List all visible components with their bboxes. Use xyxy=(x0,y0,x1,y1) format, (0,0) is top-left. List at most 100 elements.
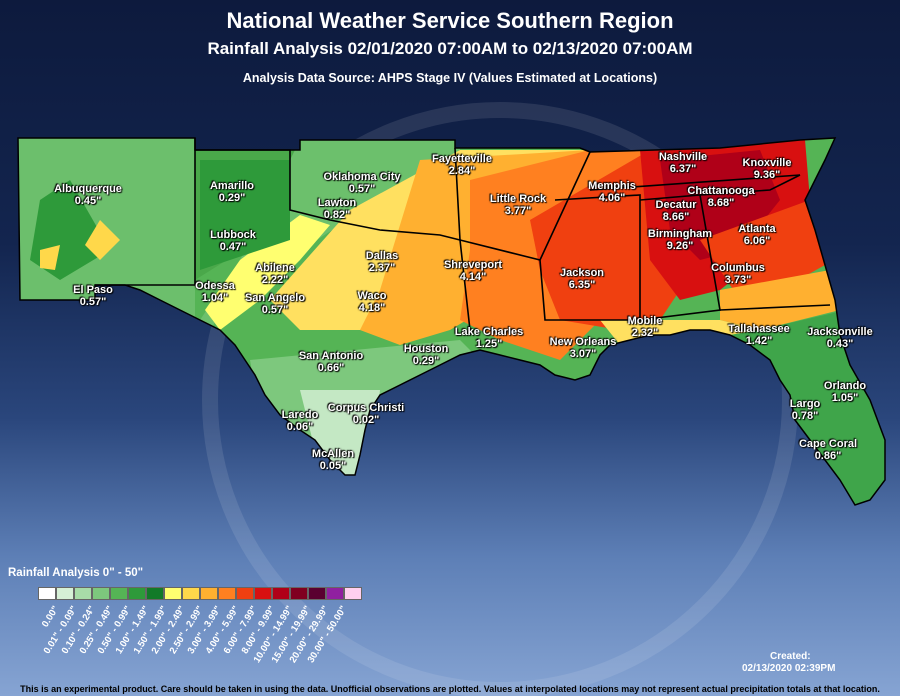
city-label: Orlando 1.05" xyxy=(800,380,890,404)
city-label: San Angelo 0.57" xyxy=(230,292,320,316)
disclaimer: This is an experimental product. Care sh… xyxy=(20,684,880,694)
city-name: Decatur xyxy=(655,199,697,211)
city-rainfall-value: 3.07" xyxy=(569,348,597,360)
city-rainfall-value: 1.42" xyxy=(745,335,773,347)
city-name: Jacksonville xyxy=(807,326,873,338)
city-name: Tallahassee xyxy=(728,323,790,335)
legend-swatch xyxy=(110,587,128,600)
city-label: Jackson 6.35" xyxy=(537,267,627,291)
created-label: Created: xyxy=(770,651,811,662)
city-label: El Paso 0.57" xyxy=(48,284,138,308)
city-label: McAllen 0.05" xyxy=(288,448,378,472)
data-source: Analysis Data Source: AHPS Stage IV (Val… xyxy=(242,71,658,85)
city-rainfall-value: 3.77" xyxy=(504,205,532,217)
city-name: New Orleans xyxy=(549,336,617,348)
city-rainfall-value: 0.82" xyxy=(323,209,351,221)
state-borders xyxy=(95,138,831,331)
city-rainfall-value: 9.26" xyxy=(666,240,694,252)
city-name: Houston xyxy=(403,343,449,355)
city-rainfall-value: 0.45" xyxy=(74,195,102,207)
city-name: Columbus xyxy=(711,262,765,274)
created-date: 02/13/2020 02:39PM xyxy=(742,663,836,674)
city-name: Largo xyxy=(789,398,821,410)
city-label: Lawton 0.82" xyxy=(292,197,382,221)
city-name: Lawton xyxy=(317,197,357,209)
city-rainfall-value: 9.36" xyxy=(753,169,781,181)
city-label: San Antonio 0.66" xyxy=(286,350,376,374)
city-rainfall-value: 4.18" xyxy=(358,302,386,314)
legend-swatch xyxy=(146,587,164,600)
legend-swatch xyxy=(38,587,56,600)
legend-swatch xyxy=(164,587,182,600)
city-name: Memphis xyxy=(588,180,636,192)
city-rainfall-value: 2.22" xyxy=(261,274,289,286)
city-label: Lubbock 0.47" xyxy=(188,229,278,253)
city-name: Orlando xyxy=(823,380,867,392)
city-rainfall-value: 0.47" xyxy=(219,241,247,253)
city-name: Abilene xyxy=(255,262,295,274)
city-name: Oklahoma City xyxy=(323,171,401,183)
city-name: Birmingham xyxy=(647,228,713,240)
city-name: Shreveport xyxy=(443,259,503,271)
city-name: Laredo xyxy=(281,409,319,421)
city-rainfall-value: 1.04" xyxy=(201,292,229,304)
city-rainfall-value: 4.06" xyxy=(598,192,626,204)
city-label: Abilene 2.22" xyxy=(230,262,320,286)
city-name: Little Rock xyxy=(489,193,547,205)
legend-swatch xyxy=(326,587,344,600)
city-label: Mobile 2.32" xyxy=(600,315,690,339)
legend-swatch xyxy=(308,587,326,600)
legend-swatch xyxy=(200,587,218,600)
city-rainfall-value: 6.06" xyxy=(743,235,771,247)
city-label: Corpus Christi 0.02" xyxy=(321,402,411,426)
legend-swatch xyxy=(182,587,200,600)
city-label: Columbus 3.73" xyxy=(693,262,783,286)
city-name: Fayetteville xyxy=(432,153,492,165)
city-rainfall-value: 0.78" xyxy=(791,410,819,422)
city-label: Knoxville 9.36" xyxy=(722,157,812,181)
city-name: San Antonio xyxy=(298,350,364,362)
city-rainfall-value: 0.06" xyxy=(286,421,314,433)
city-name: Cape Coral xyxy=(798,438,858,450)
legend-swatch xyxy=(74,587,92,600)
city-name: Corpus Christi xyxy=(327,402,405,414)
city-label: Oklahoma City 0.57" xyxy=(317,171,407,195)
legend-swatch xyxy=(290,587,308,600)
city-name: Amarillo xyxy=(209,180,254,192)
city-label: New Orleans 3.07" xyxy=(538,336,628,360)
city-rainfall-value: 0.86" xyxy=(814,450,842,462)
city-rainfall-value: 0.29" xyxy=(412,355,440,367)
city-rainfall-value: 0.43" xyxy=(826,338,854,350)
city-name: Lubbock xyxy=(210,229,256,241)
legend-swatch xyxy=(236,587,254,600)
map-subtitle: Rainfall Analysis 02/01/2020 07:00AM to … xyxy=(207,39,693,58)
city-name: McAllen xyxy=(311,448,355,460)
city-label: Odessa 1.04" xyxy=(170,280,260,304)
city-name: Dallas xyxy=(365,250,399,262)
city-label: Albuquerque 0.45" xyxy=(43,183,133,207)
region-outline xyxy=(17,137,886,506)
city-rainfall-value: 0.57" xyxy=(261,304,289,316)
city-label: Fayetteville 2.84" xyxy=(417,153,507,177)
city-label: Houston 0.29" xyxy=(381,343,471,367)
city-rainfall-value: 6.35" xyxy=(568,279,596,291)
city-name: Atlanta xyxy=(738,223,776,235)
city-rainfall-value: 4.14" xyxy=(459,271,487,283)
city-rainfall-value: 6.37" xyxy=(669,163,697,175)
city-name: Chattanooga xyxy=(687,185,755,197)
city-rainfall-value: 0.02" xyxy=(352,414,380,426)
city-rainfall-value: 2.37" xyxy=(368,262,396,274)
city-rainfall-value: 0.57" xyxy=(348,183,376,195)
legend-title: Rainfall Analysis 0" - 50" xyxy=(8,567,144,579)
city-name: Waco xyxy=(357,290,387,302)
city-label: Birmingham 9.26" xyxy=(635,228,725,252)
legend-swatch xyxy=(56,587,74,600)
city-label: Jacksonville 0.43" xyxy=(795,326,885,350)
city-rainfall-value: 0.66" xyxy=(317,362,345,374)
city-label: Memphis 4.06" xyxy=(567,180,657,204)
watermark-seal xyxy=(202,102,798,696)
city-rainfall-value: 8.68" xyxy=(707,197,735,209)
city-rainfall-value: 1.05" xyxy=(831,392,859,404)
city-label: Dallas 2.37" xyxy=(337,250,427,274)
